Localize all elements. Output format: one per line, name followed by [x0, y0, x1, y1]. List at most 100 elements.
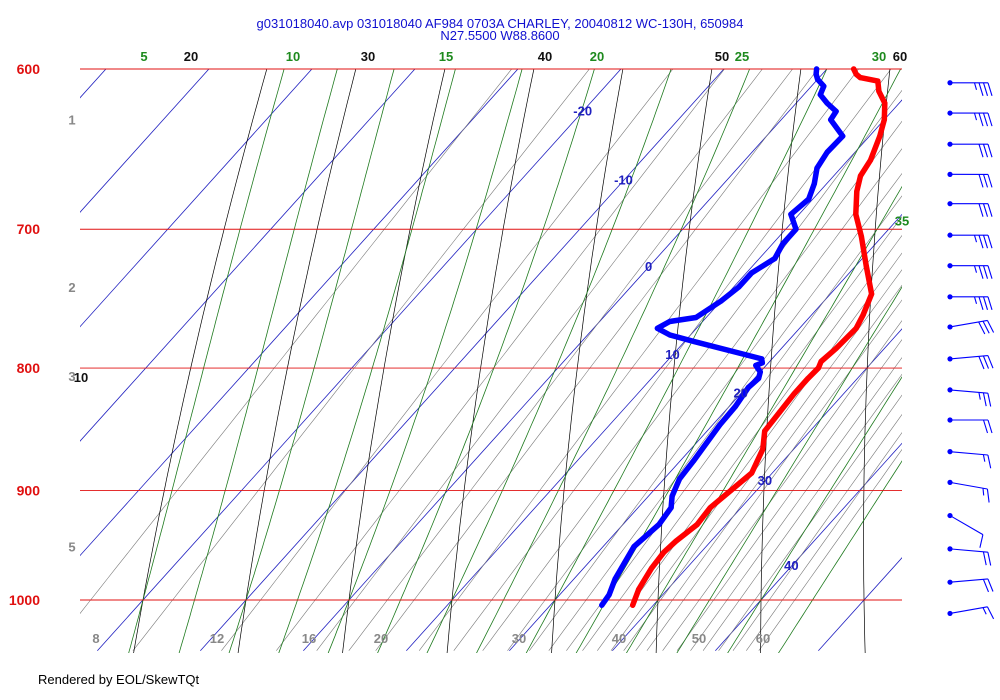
- wind-barb-staff: [949, 548, 988, 553]
- dewpoint-point: [753, 362, 759, 368]
- dewpoint-point: [693, 314, 699, 321]
- wind-barb: [947, 606, 995, 620]
- wind-barb: [947, 171, 993, 188]
- wind-barb-half-flag: [973, 82, 978, 90]
- wind-barb-flag: [978, 265, 984, 279]
- saturated-adiabat-line: [626, 185, 902, 653]
- wind-barb-station: [947, 579, 953, 585]
- dewpoint-point: [599, 602, 605, 608]
- wind-barb-flag: [982, 174, 989, 188]
- saturated-adiabat-line: [228, 69, 395, 653]
- wind-barb-flag: [982, 419, 989, 434]
- wind-barb: [947, 578, 994, 593]
- isotherm-line: [97, 69, 622, 651]
- dewpoint-point: [840, 133, 846, 139]
- temperature-point: [630, 602, 636, 608]
- dewpoint-point: [676, 476, 683, 482]
- wind-barb-flag: [987, 82, 993, 96]
- dewpoint-point: [772, 255, 778, 262]
- saturated-adiabat-line: [778, 460, 902, 653]
- wind-barb-flag: [978, 321, 986, 335]
- sounding-traces: [599, 66, 888, 608]
- mixing-ratio-line: [418, 69, 859, 651]
- mixing-ratio-line: [662, 320, 902, 651]
- dry-adiabat-line: [863, 69, 891, 653]
- mixing-ratio-line: [316, 69, 763, 651]
- dewpoint-point: [669, 493, 675, 499]
- wind-barb-flag: [982, 355, 990, 369]
- saturated-adiabat-line: [575, 69, 902, 653]
- wind-barb-flag: [982, 235, 989, 249]
- temperature-point: [853, 211, 859, 217]
- saturated-adiabat-label: 30: [872, 49, 886, 64]
- wind-barb-station: [947, 141, 953, 147]
- wind-barb: [947, 479, 990, 503]
- wind-barb-staff: [949, 578, 988, 583]
- wind-barb-flag: [987, 578, 994, 592]
- wind-barb-half-flag: [973, 112, 978, 121]
- background-lines: [0, 34, 1000, 653]
- dewpoint-point: [815, 76, 821, 82]
- dewpoint-point: [656, 522, 662, 528]
- wind-barb-staff: [949, 515, 984, 536]
- isotherm-line: [0, 34, 35, 651]
- mixing-ratio-line: [676, 339, 902, 651]
- dry-adiabat-label: 60: [893, 49, 907, 64]
- saturated-adiabat-label: 25: [735, 49, 749, 64]
- saturated-adiabat-label: 35: [895, 213, 909, 228]
- mixing-ratio-tick-label: 20: [374, 631, 388, 646]
- wind-barb-flag: [986, 606, 995, 620]
- isotherm-line: [715, 442, 902, 651]
- wind-barb-station: [947, 294, 953, 300]
- mixing-ratio-line: [375, 69, 819, 651]
- temperature-point: [863, 263, 869, 269]
- wind-barb-flag: [979, 534, 984, 548]
- mixing-ratio-line: [507, 120, 902, 651]
- saturated-adiabat-label: 10: [286, 49, 300, 64]
- dewpoint-point: [788, 211, 794, 217]
- chart-subtitle: N27.5500 W88.8600: [440, 28, 560, 43]
- saturated-adiabat-line: [178, 69, 338, 653]
- wind-barb-station: [947, 512, 953, 519]
- dry-adiabat-line: [342, 69, 446, 653]
- dry-adiabat-line: [237, 69, 357, 653]
- dry-adiabat-line: [446, 69, 535, 653]
- wind-barb: [947, 546, 992, 566]
- dewpoint-point: [718, 298, 724, 304]
- wind-barb-staff: [949, 606, 988, 614]
- wind-barb-half-flag: [978, 392, 981, 400]
- saturated-adiabat-line: [128, 69, 285, 653]
- altitude-tick-label: 2: [68, 280, 75, 295]
- pressure-tick-label: 700: [17, 221, 41, 237]
- saturated-adiabat-line: [327, 69, 523, 653]
- mixing-ratio-line: [132, 69, 590, 651]
- temperature-point: [749, 470, 755, 476]
- temperature-point: [760, 446, 766, 452]
- altitude-tick-label: 1: [68, 113, 75, 128]
- isotherm-label: 30: [758, 473, 772, 488]
- wind-barb-staff: [949, 389, 988, 394]
- wind-barb-station: [947, 110, 953, 116]
- dry-adiabat-label: 10: [74, 370, 88, 385]
- wind-barb-flag: [978, 235, 984, 249]
- isotherm-label: 40: [784, 558, 798, 573]
- wind-barb: [947, 294, 993, 310]
- dewpoint-trace: [599, 66, 846, 608]
- saturated-adiabat-label: 5: [140, 49, 147, 64]
- wind-barb: [947, 110, 993, 127]
- wind-barb-station: [947, 232, 953, 238]
- isotherm-line: [921, 34, 1000, 651]
- pressure-tick-label: 800: [17, 360, 41, 376]
- wind-barb-flag: [987, 203, 993, 217]
- temperature-point: [881, 117, 887, 123]
- wind-barb-flag: [987, 144, 993, 158]
- wind-barb-flag: [978, 174, 984, 188]
- dewpoint-point: [749, 270, 755, 276]
- wind-barb-flag: [982, 320, 990, 334]
- wind-barb-flag: [978, 144, 984, 158]
- temperature-point: [882, 100, 888, 106]
- wind-barb: [947, 449, 992, 469]
- wind-barb-flag: [982, 112, 989, 127]
- dewpoint-point: [703, 440, 710, 446]
